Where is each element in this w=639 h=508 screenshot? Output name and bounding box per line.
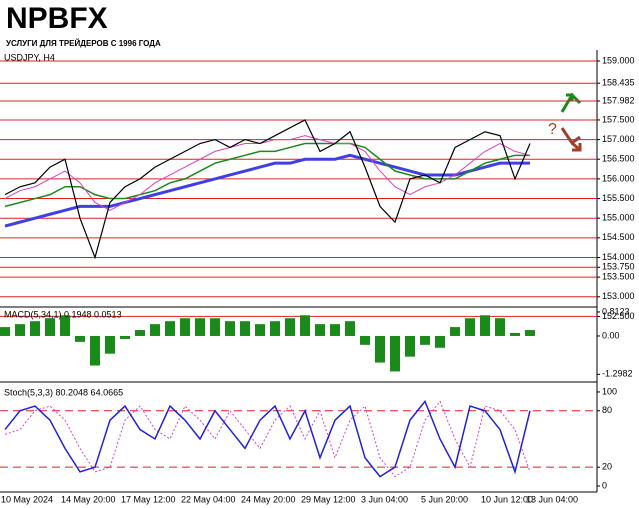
y-tick-label: -1.2982 bbox=[602, 369, 633, 379]
bar bbox=[165, 321, 175, 336]
bar bbox=[225, 321, 235, 336]
x-tick-label: 10 Jun 12:00 bbox=[481, 494, 533, 504]
bar bbox=[315, 324, 325, 336]
bar bbox=[255, 324, 265, 336]
bar bbox=[435, 335, 445, 348]
bar bbox=[300, 315, 310, 336]
y-tick-label: 156.000 bbox=[602, 173, 635, 183]
panel-title: MACD(5,34,1) 0.1948 0.0513 bbox=[4, 309, 122, 319]
bar bbox=[360, 335, 370, 345]
bar bbox=[345, 321, 355, 336]
y-tick-label: 157.000 bbox=[602, 134, 635, 144]
y-tick-label: 0.8123 bbox=[602, 306, 630, 316]
bar bbox=[270, 321, 280, 336]
bar bbox=[0, 327, 10, 336]
up-arrow bbox=[560, 92, 582, 113]
bar bbox=[150, 324, 160, 336]
series-line bbox=[4, 399, 531, 478]
logo: NPBFX bbox=[6, 2, 108, 35]
x-tick-label: 22 May 04:00 bbox=[181, 494, 236, 504]
y-tick-label: 154.000 bbox=[602, 252, 635, 262]
bar bbox=[195, 318, 205, 336]
y-tick-label: 0 bbox=[602, 480, 607, 490]
bar bbox=[210, 318, 220, 336]
series-line bbox=[4, 153, 530, 228]
y-tick-label: 0.00 bbox=[602, 330, 620, 340]
y-tick-label: 155.500 bbox=[602, 193, 635, 203]
series-line bbox=[4, 119, 531, 260]
bar bbox=[480, 315, 490, 336]
y-tick-label: 153.500 bbox=[602, 272, 635, 282]
y-tick-label: 100 bbox=[602, 386, 617, 396]
x-tick-label: 17 May 12:00 bbox=[121, 494, 176, 504]
bar bbox=[450, 327, 460, 336]
bar bbox=[405, 335, 415, 357]
bar bbox=[105, 335, 115, 354]
x-tick-label: 29 May 12:00 bbox=[301, 494, 356, 504]
bar bbox=[465, 318, 475, 336]
bar bbox=[60, 315, 70, 336]
x-tick-label: 10 May 2024 bbox=[1, 494, 53, 504]
bar bbox=[390, 335, 400, 372]
y-tick-label: 158.435 bbox=[602, 78, 635, 88]
panel-title: USDJPY, H4 bbox=[4, 52, 55, 62]
bar bbox=[90, 335, 100, 366]
x-tick-label: 5 Jun 20:00 bbox=[421, 494, 468, 504]
y-tick-label: 80 bbox=[602, 405, 612, 415]
bar bbox=[525, 330, 535, 336]
y-tick-label: 159.000 bbox=[602, 55, 635, 65]
bar bbox=[135, 330, 145, 336]
bar bbox=[240, 321, 250, 336]
bar bbox=[45, 318, 55, 336]
y-tick-label: 157.982 bbox=[602, 95, 635, 105]
y-tick-label: 154.500 bbox=[602, 232, 635, 242]
x-tick-label: 13 Jun 04:00 bbox=[526, 494, 578, 504]
y-tick-label: 20 bbox=[602, 462, 612, 472]
bar bbox=[285, 318, 295, 336]
bar bbox=[120, 335, 130, 339]
bar bbox=[510, 333, 520, 336]
bar bbox=[15, 324, 25, 336]
x-tick-label: 3 Jun 04:00 bbox=[361, 494, 408, 504]
y-tick-label: 156.500 bbox=[602, 154, 635, 164]
down-arrow bbox=[560, 127, 582, 152]
y-tick-label: 153.750 bbox=[602, 262, 635, 272]
y-tick-label: 153.000 bbox=[602, 291, 635, 301]
bar bbox=[420, 335, 430, 345]
bar bbox=[180, 318, 190, 336]
series-line bbox=[4, 142, 530, 208]
annotation: ? bbox=[548, 121, 557, 138]
x-tick-label: 24 May 20:00 bbox=[241, 494, 296, 504]
y-tick-label: 157.500 bbox=[602, 114, 635, 124]
bar bbox=[495, 318, 505, 336]
series-line bbox=[4, 135, 531, 211]
tagline: УСЛУГИ ДЛЯ ТРЕЙДЕРОВ С 1996 ГОДА bbox=[6, 39, 161, 48]
bar bbox=[75, 335, 85, 342]
bar bbox=[30, 321, 40, 336]
bar bbox=[330, 324, 340, 336]
bar bbox=[375, 335, 385, 363]
panel-title: Stoch(5,3,3) 80.2048 64.0665 bbox=[4, 387, 123, 397]
y-tick-label: 155.000 bbox=[602, 213, 635, 223]
x-tick-label: 14 May 20:00 bbox=[61, 494, 116, 504]
y-tick-label: 152.500 bbox=[602, 311, 635, 321]
